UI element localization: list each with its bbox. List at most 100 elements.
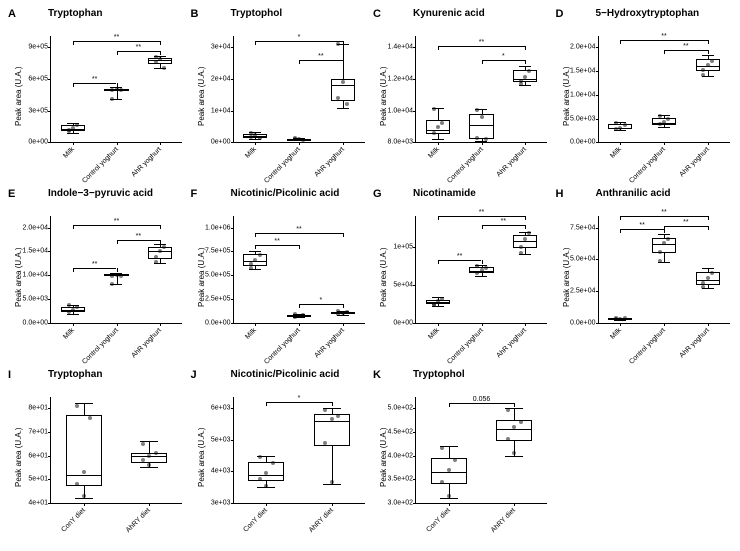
data-point (162, 245, 166, 249)
boxplot-box (496, 420, 532, 441)
data-point (141, 458, 145, 462)
data-point (662, 241, 666, 245)
plot-area: 0.0e+002.5e+045.0e+047.5e+04MilkControl … (598, 216, 730, 323)
ytick-label: 7.5e+04 (570, 224, 596, 231)
data-point (662, 120, 666, 124)
data-point (710, 271, 714, 275)
xtick-label: Milk (71, 146, 76, 151)
panel-letter: I (8, 369, 11, 381)
data-point (701, 73, 705, 77)
data-point (475, 136, 479, 140)
xtick-label: Milk (253, 146, 258, 151)
plot-area: 0.0e+005.0e+031.0e+041.5e+042.0e+04MilkC… (50, 216, 182, 323)
data-point (336, 309, 340, 313)
ytick-label: 7.5e+05 (205, 248, 231, 255)
data-point (110, 97, 114, 101)
ytick-label: 7e+01 (28, 428, 48, 435)
ytick-label: 1.5e+04 (23, 248, 49, 255)
ytick-label: 4e+01 (28, 499, 48, 506)
data-point (253, 258, 257, 262)
xtick-label: AhR yoghurt (706, 146, 711, 151)
xtick-label: AhR yoghurt (523, 146, 528, 151)
significance-label: ** (92, 261, 97, 268)
ytick-label: 5.0e+04 (570, 256, 596, 263)
data-point (271, 461, 275, 465)
significance-label: * (319, 297, 322, 304)
data-point (293, 312, 297, 316)
xtick-label: AhRY diet (147, 507, 152, 512)
data-point (75, 482, 79, 486)
data-point (453, 458, 457, 462)
data-point (75, 404, 79, 408)
data-point (75, 305, 79, 309)
data-point (480, 115, 484, 119)
data-point (330, 417, 334, 421)
data-point (475, 264, 479, 268)
xtick-label: AhRY diet (512, 507, 517, 512)
ytick-label: 8e+01 (28, 405, 48, 412)
plot-area: 3.0e+023.5e+024.0e+024.5e+025.0e+02ConY … (415, 397, 547, 504)
ytick-label: 1e+05 (393, 243, 413, 250)
significance-label: ** (296, 226, 301, 233)
data-point (658, 259, 662, 263)
data-point (614, 316, 618, 320)
data-point (249, 131, 253, 135)
data-point (141, 442, 145, 446)
xtick-label: ConY diet (264, 507, 269, 512)
significance-label: ** (479, 209, 484, 216)
panel-letter: H (556, 188, 564, 200)
data-point (706, 63, 710, 67)
significance-label: * (298, 34, 301, 41)
data-point (293, 136, 297, 140)
data-point (710, 59, 714, 63)
xtick-label: Milk (253, 327, 258, 332)
xtick-label: Control yoghurt (115, 146, 120, 151)
panel-E: EIndole−3−pyruvic acidPeak area (U.A.)0.… (8, 188, 185, 362)
data-point (249, 266, 253, 270)
data-point (71, 308, 75, 312)
xtick-label: Control yoghurt (297, 146, 302, 151)
data-point (527, 69, 531, 73)
ytick-label: 1.4e+04 (388, 44, 414, 51)
significance-label: ** (114, 218, 119, 225)
significance-label: ** (501, 218, 506, 225)
panel-title: Nicotinamide (413, 188, 476, 199)
plot-area: 4e+015e+016e+017e+018e+01ConY dietAhRY d… (50, 397, 182, 504)
data-point (519, 245, 523, 249)
ytick-label: 2.5e+05 (205, 295, 231, 302)
ytick-label: 0.0e+00 (570, 319, 596, 326)
data-point (264, 471, 268, 475)
data-point (512, 451, 516, 455)
ytick-label: 6e+01 (28, 452, 48, 459)
ytick-label: 1.5e+04 (570, 68, 596, 75)
data-point (258, 477, 262, 481)
data-point (330, 480, 334, 484)
data-point (336, 42, 340, 46)
significance-label: ** (274, 238, 279, 245)
plot-area: 3e+034e+035e+036e+03ConY dietAhRY diet* (233, 397, 365, 504)
y-axis-label: Peak area (U.A.) (14, 67, 23, 127)
data-point (301, 313, 305, 317)
xtick-label: AhR yoghurt (158, 146, 163, 151)
data-point (258, 253, 262, 257)
data-point (154, 451, 158, 455)
significance-label: ** (683, 219, 688, 226)
significance-label: ** (457, 253, 462, 260)
panel-letter: G (373, 188, 382, 200)
data-point (506, 408, 510, 412)
significance-label: ** (92, 76, 97, 83)
data-point (162, 66, 166, 70)
panel-C: CKynurenic acidPeak area (U.A.)8.0e+031.… (373, 8, 550, 182)
data-point (447, 494, 451, 498)
data-point (119, 274, 123, 278)
xtick-label: Control yoghurt (662, 327, 667, 332)
panel-title: Nicotinic/Picolinic acid (231, 369, 340, 380)
significance-label: 0.056 (473, 396, 491, 403)
panel-title: 5−Hydroxytryptophan (596, 8, 700, 19)
ytick-label: 2.0e+04 (23, 224, 49, 231)
data-point (519, 82, 523, 86)
ytick-label: 1e+04 (211, 107, 231, 114)
data-point (154, 260, 158, 264)
ytick-label: 3e+05 (28, 107, 48, 114)
xtick-label: AhR yoghurt (158, 327, 163, 332)
